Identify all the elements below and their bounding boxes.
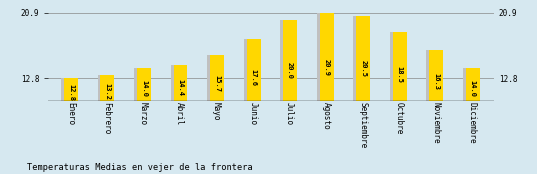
Bar	[283, 20, 297, 101]
Text: 20.0: 20.0	[287, 62, 293, 79]
Bar	[64, 78, 78, 101]
Bar	[426, 50, 440, 101]
Bar	[463, 69, 477, 101]
Text: Temperaturas Medias en vejer de la frontera: Temperaturas Medias en vejer de la front…	[27, 163, 252, 172]
Bar	[429, 50, 443, 101]
Bar	[393, 32, 407, 101]
Bar	[137, 69, 151, 101]
Text: 14.4: 14.4	[178, 79, 184, 96]
Text: 13.2: 13.2	[104, 82, 111, 100]
Bar	[320, 13, 333, 101]
Text: 15.7: 15.7	[214, 75, 220, 92]
Text: 14.0: 14.0	[141, 80, 147, 97]
Bar	[466, 69, 480, 101]
Text: 18.5: 18.5	[397, 66, 403, 83]
Bar	[134, 69, 148, 101]
Bar	[280, 20, 294, 101]
Text: 12.8: 12.8	[68, 84, 74, 101]
Text: 20.9: 20.9	[324, 59, 330, 76]
Bar	[61, 78, 75, 101]
Bar	[244, 39, 258, 101]
Bar	[100, 75, 114, 101]
Bar	[173, 65, 187, 101]
Text: 20.5: 20.5	[360, 60, 366, 77]
Bar	[353, 16, 367, 101]
Bar	[356, 16, 370, 101]
Bar	[246, 39, 260, 101]
Bar	[98, 75, 112, 101]
Text: 16.3: 16.3	[433, 73, 439, 90]
Bar	[171, 65, 185, 101]
Bar	[390, 32, 404, 101]
Text: 14.0: 14.0	[470, 80, 476, 97]
Bar	[207, 55, 221, 101]
Bar	[317, 13, 331, 101]
Text: 17.6: 17.6	[251, 69, 257, 86]
Bar	[210, 55, 224, 101]
